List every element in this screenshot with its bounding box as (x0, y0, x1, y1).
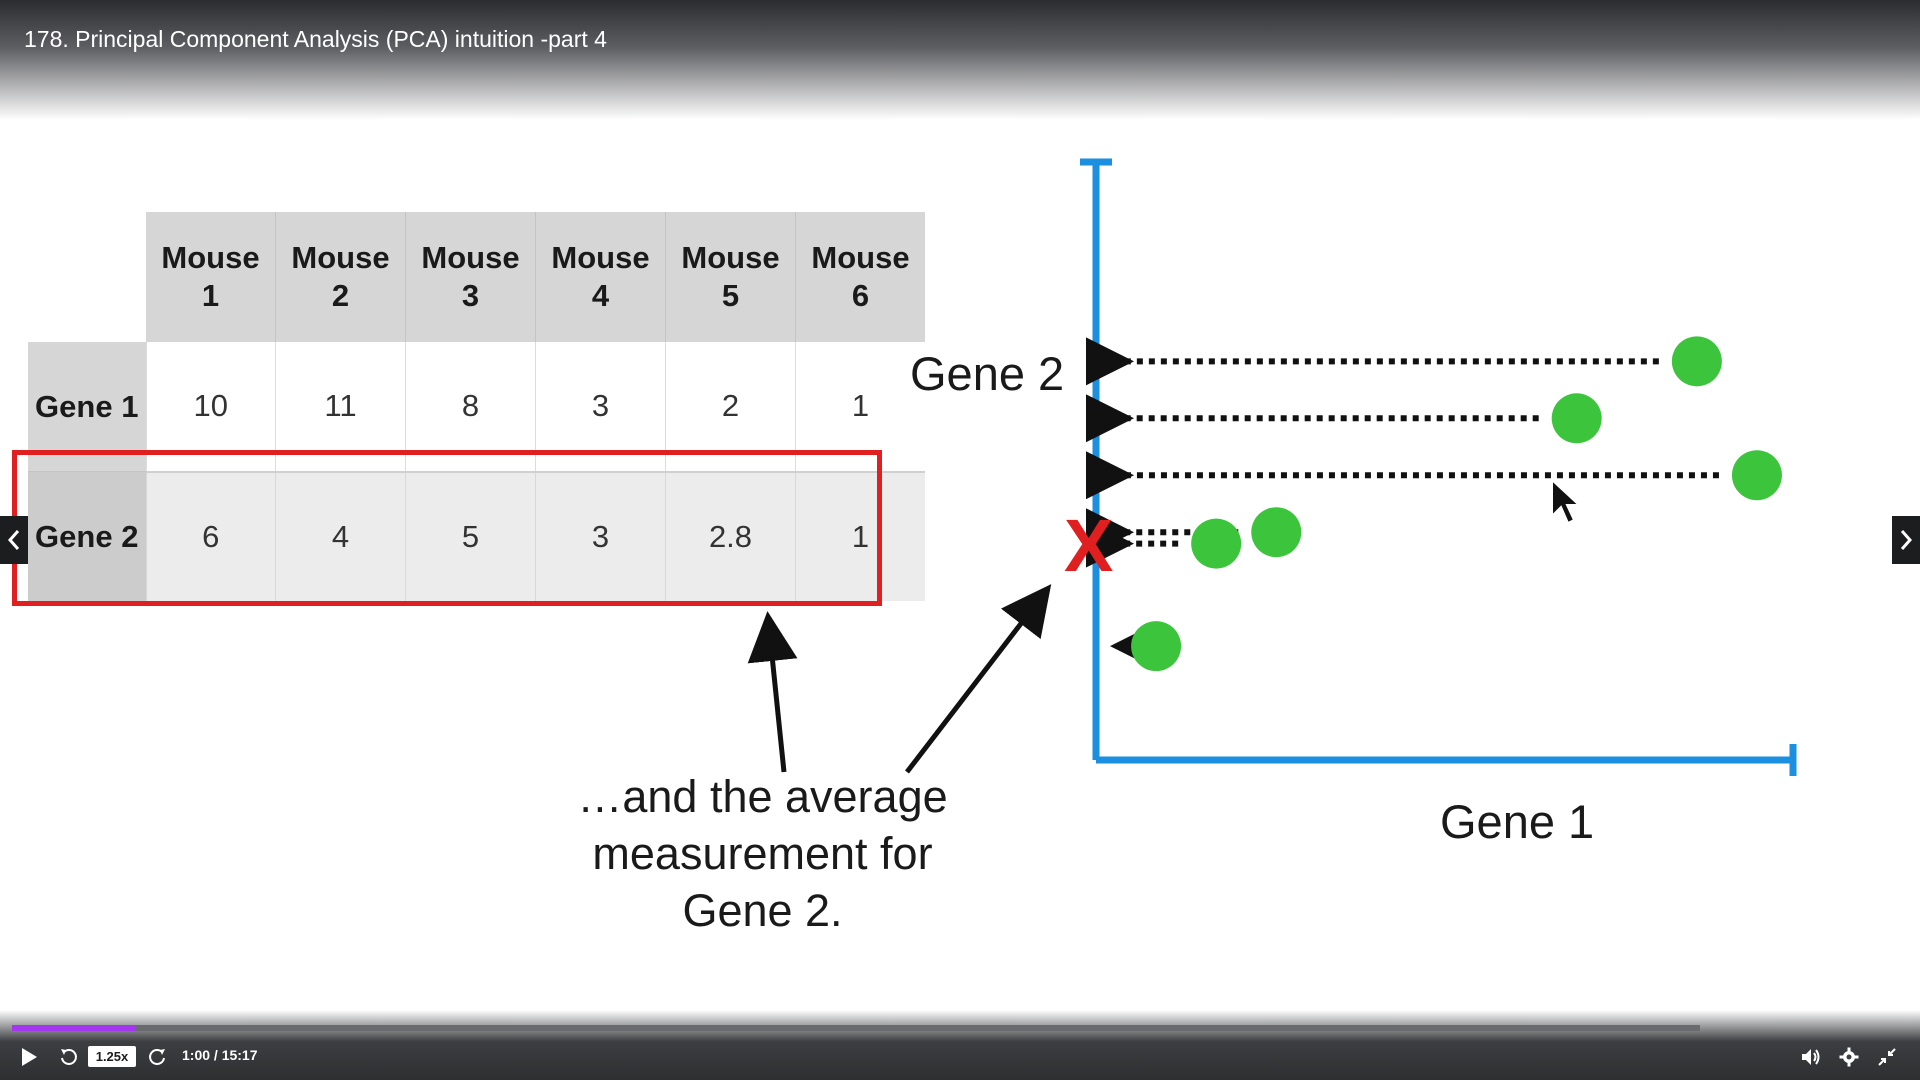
annotation-line: Gene 2. (682, 885, 843, 936)
previous-lecture-button[interactable] (0, 516, 28, 564)
table-row: Gene 2 6 4 5 3 2.8 1 (28, 470, 925, 601)
column-header: Mouse 2 (275, 212, 406, 342)
title-bar: 178. Principal Component Analysis (PCA) … (0, 0, 1920, 120)
time-display: 1:00 / 15:17 (182, 1047, 258, 1063)
data-point (1551, 393, 1602, 444)
forward-button[interactable] (142, 1042, 172, 1072)
arrow-to-mean (905, 584, 1052, 774)
mouse-cursor-icon (1551, 478, 1580, 525)
table-header-row: Mouse 1 Mouse 2 Mouse 3 Mouse 4 Mouse 5 … (28, 212, 925, 342)
table-cell: 10 (145, 342, 276, 472)
table-cell: 3 (535, 342, 666, 472)
x-axis-label: Gene 1 (1440, 795, 1595, 848)
annotation-line: …and the average (577, 771, 948, 822)
volume-button[interactable] (1796, 1042, 1826, 1072)
table-row: Gene 1 10 11 8 3 2 1 (28, 342, 925, 472)
column-header: Mouse 3 (405, 212, 536, 342)
chevron-left-icon (7, 530, 20, 550)
progress-fill (12, 1025, 136, 1031)
data-point (1731, 450, 1782, 501)
data-point (1191, 518, 1242, 569)
table-corner-cell (28, 212, 146, 342)
playback-speed-button[interactable]: 1.25x (88, 1046, 136, 1067)
table-cell: 11 (275, 342, 406, 472)
table-cell: 4 (275, 470, 406, 601)
table-cell: 1 (795, 470, 925, 601)
row-header: Gene 2 (28, 471, 146, 601)
rewind-button[interactable] (54, 1042, 84, 1072)
rewind-icon (61, 1049, 77, 1065)
column-header: Mouse 5 (665, 212, 796, 342)
gene-table: Mouse 1 Mouse 2 Mouse 3 Mouse 4 Mouse 5 … (28, 212, 925, 601)
table-cell: 6 (145, 470, 276, 601)
column-header: Mouse 1 (146, 212, 276, 342)
mean-marker: X (1064, 504, 1114, 587)
play-icon (22, 1048, 37, 1066)
table-cell: 8 (405, 342, 536, 472)
data-point (1251, 507, 1302, 558)
table-cell: 2 (665, 342, 796, 472)
table-cell: 1 (795, 342, 925, 472)
volume-icon (1802, 1049, 1820, 1065)
annotation-line: measurement for (592, 828, 933, 879)
settings-icon (1839, 1047, 1859, 1067)
y-axis-label: Gene 2 (910, 347, 1065, 400)
chevron-right-icon (1900, 530, 1913, 550)
annotation-text: …and the average measurement for Gene 2. (530, 768, 995, 939)
column-header: Mouse 4 (535, 212, 666, 342)
settings-button[interactable] (1834, 1042, 1864, 1072)
progress-bar[interactable] (12, 1025, 1700, 1031)
arrow-to-table (747, 611, 798, 773)
table-cell: 3 (535, 470, 666, 601)
video-title: 178. Principal Component Analysis (PCA) … (24, 26, 607, 52)
next-lecture-button[interactable] (1892, 516, 1920, 564)
fullscreen-exit-icon (1878, 1048, 1896, 1066)
data-point (1671, 336, 1722, 387)
column-header: Mouse 6 (795, 212, 925, 342)
play-button[interactable] (14, 1042, 44, 1072)
data-point (1131, 621, 1182, 672)
table-cell: 2.8 (665, 470, 796, 601)
forward-icon (149, 1049, 165, 1065)
player-controls (0, 1010, 1920, 1080)
fullscreen-exit-button[interactable] (1872, 1042, 1902, 1072)
table-cell: 5 (405, 470, 536, 601)
